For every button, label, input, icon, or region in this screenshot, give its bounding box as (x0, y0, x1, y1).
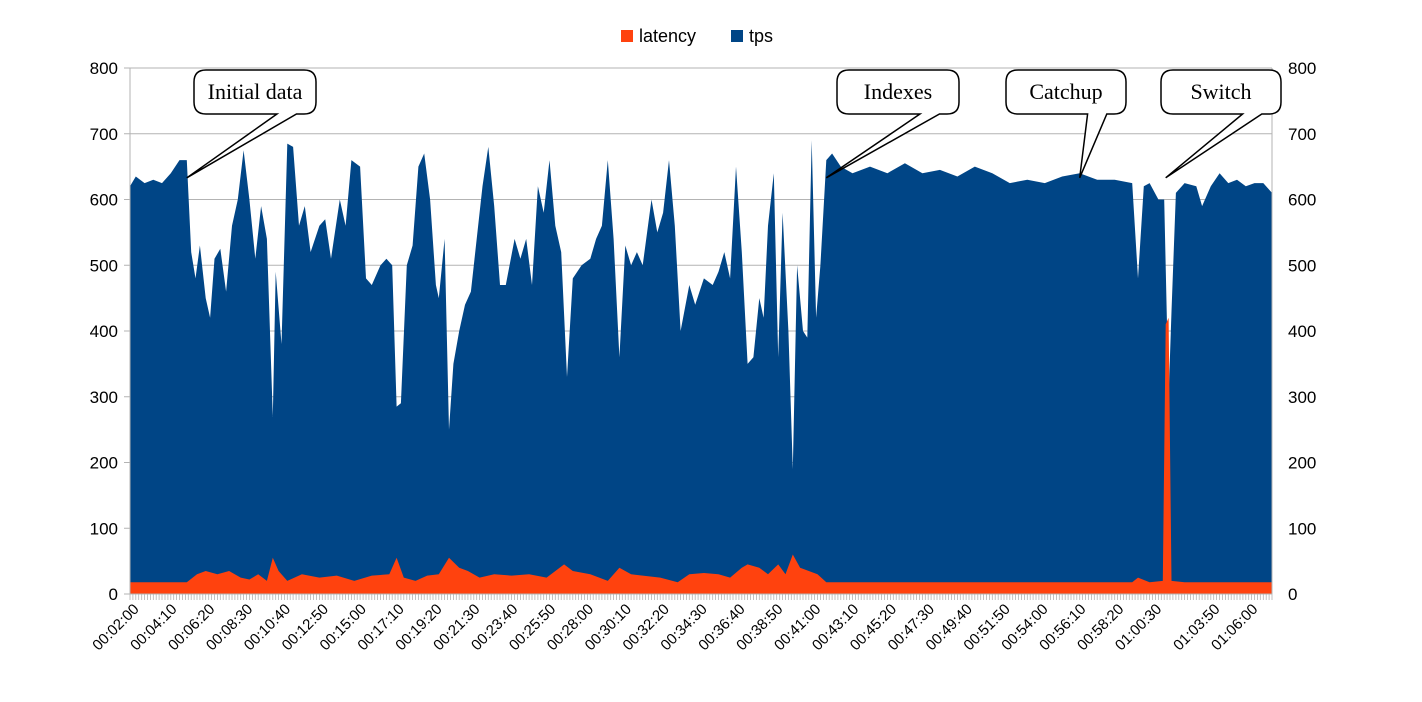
legend-swatch-latency (621, 30, 633, 42)
x-minor-ticks (129, 594, 1273, 600)
y-tick-label-left: 800 (90, 59, 118, 78)
callout-indexes: Indexes (825, 69, 960, 179)
y-tick-label-left: 100 (90, 519, 118, 538)
callout-label: Switch (1190, 79, 1251, 104)
y-tick-label-left: 600 (90, 191, 118, 210)
callout-label: Indexes (864, 79, 932, 104)
callout-bubble (825, 69, 960, 179)
y-tick-label-right: 500 (1288, 256, 1316, 275)
callout-catchup: Catchup (1005, 69, 1127, 179)
callout-switch: Switch (1160, 69, 1282, 179)
callout-label: Initial data (208, 79, 303, 104)
y-tick-label-right: 700 (1288, 125, 1316, 144)
legend: latency tps (621, 26, 773, 46)
y-tick-label-right: 600 (1288, 191, 1316, 210)
legend-label-latency: latency (639, 26, 696, 46)
y-tick-label-left: 0 (109, 585, 118, 604)
y-tick-label-left: 400 (90, 322, 118, 341)
y-tick-label-right: 200 (1288, 454, 1316, 473)
callout-label: Catchup (1029, 79, 1102, 104)
y-tick-label-right: 0 (1288, 585, 1297, 604)
y-tick-label-right: 400 (1288, 322, 1316, 341)
y-tick-label-left: 200 (90, 454, 118, 473)
series-tps-area (130, 140, 1272, 595)
callout-bubble (1160, 69, 1282, 179)
y-tick-label-right: 100 (1288, 519, 1316, 538)
callout-initial-data: Initial data (186, 69, 317, 179)
y-tick-label-right: 300 (1288, 388, 1316, 407)
callout-bubble (186, 69, 317, 179)
callouts: Initial data Indexes Catchup Switch (186, 69, 1282, 179)
y-tick-label-right: 800 (1288, 59, 1316, 78)
callout-bubble (1005, 69, 1127, 179)
legend-label-tps: tps (749, 26, 773, 46)
legend-swatch-tps (731, 30, 743, 42)
y-tick-label-left: 700 (90, 125, 118, 144)
y-tick-label-left: 500 (90, 256, 118, 275)
y-tick-label-left: 300 (90, 388, 118, 407)
plot-areas (130, 140, 1272, 595)
